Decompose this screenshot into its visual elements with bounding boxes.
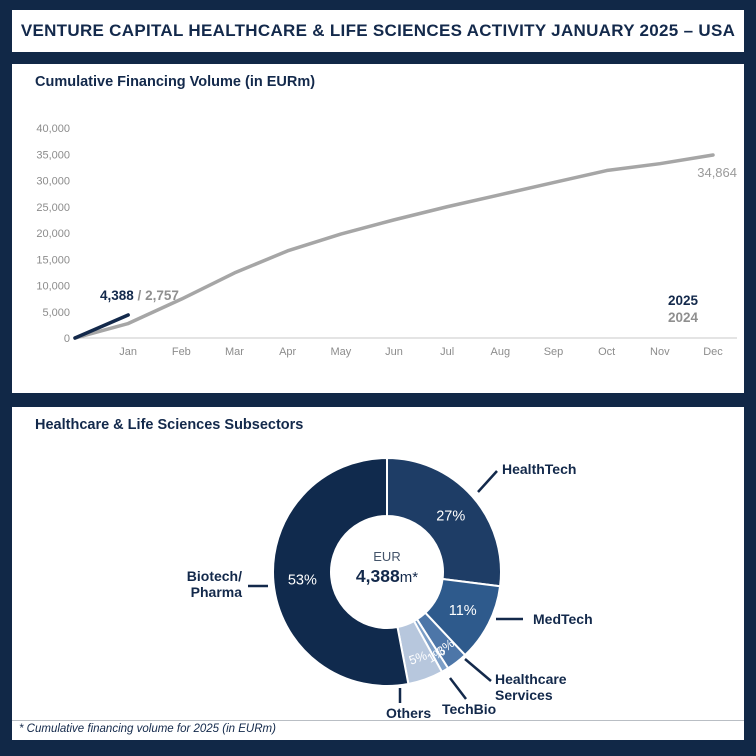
x-tick-label: Apr — [279, 346, 296, 358]
series-line-2024 — [73, 153, 715, 340]
leader-line-techbio — [449, 677, 467, 700]
x-tick-label: Feb — [172, 346, 191, 358]
title-bar: VENTURE CAPITAL HEALTHCARE & LIFE SCIENC… — [12, 10, 744, 52]
x-tick-label: Sep — [544, 346, 564, 358]
x-tick-label: Mar — [225, 346, 244, 358]
donut-percent-label: 11% — [449, 603, 477, 619]
donut-slice-healthtech — [386, 457, 502, 588]
series-line-2025 — [73, 313, 130, 340]
subsectors-donut-chart: 27%11%3%1%5%53% — [248, 457, 523, 703]
dec-2024-end-value: 34,864 — [697, 165, 737, 180]
donut-percent-label: 27% — [436, 508, 465, 524]
label-biotech-pharma: Biotech/ Pharma — [186, 568, 242, 600]
x-tick-label: Aug — [491, 346, 511, 358]
y-tick-label: 25,000 — [36, 202, 70, 214]
y-tick-label: 15,000 — [36, 254, 70, 266]
donut-center-label: EUR 4,388m* — [327, 549, 447, 587]
jan-values-annotation: 4,388 / 2,757 — [100, 288, 179, 303]
y-tick-label: 20,000 — [36, 228, 70, 240]
leader-line-healthtech — [477, 470, 498, 493]
financing-volume-panel: Cumulative Financing Volume (in EURm) 0 5… — [12, 64, 744, 393]
donut-percent-label: 5% — [407, 648, 429, 667]
financing-panel-title: Cumulative Financing Volume (in EURm) — [35, 74, 316, 90]
page-title: VENTURE CAPITAL HEALTHCARE & LIFE SCIENC… — [20, 21, 736, 40]
x-tick-label: Jul — [440, 346, 454, 358]
label-healthtech: HealthTech — [502, 461, 577, 477]
leader-line-healthcare-services — [464, 658, 492, 682]
x-tick-label: Jan — [119, 346, 137, 358]
legend-item-2025: 2025 — [667, 293, 698, 308]
donut-slice-biotech-pharma — [272, 457, 410, 687]
label-healthcare-services: Healthcare Services — [495, 671, 567, 703]
y-tick-label: 0 — [64, 333, 70, 345]
x-tick-label: Dec — [703, 346, 723, 358]
annotation-2025-value: 4,388 — [100, 288, 134, 303]
y-tick-label: 35,000 — [36, 149, 70, 161]
label-others: Others — [386, 705, 432, 721]
annotation-separator: / — [133, 288, 146, 303]
label-medtech: MedTech — [533, 611, 593, 627]
label-techbio: TechBio — [442, 701, 497, 717]
annotation-2024-value: 2,757 — [145, 288, 179, 303]
donut-percent-label: 53% — [288, 572, 317, 588]
footnote-divider — [12, 720, 744, 721]
subsectors-panel-title: Healthcare & Life Sciences Subsectors — [35, 417, 304, 433]
y-tick-label: 10,000 — [36, 281, 70, 293]
x-tick-label: Oct — [598, 346, 615, 358]
y-tick-label: 5,000 — [42, 307, 70, 319]
donut-center-value: 4,388m* — [355, 566, 419, 586]
x-tick-label: Nov — [650, 346, 670, 358]
y-tick-label: 30,000 — [36, 176, 70, 188]
subsectors-panel: Healthcare & Life Sciences Subsectors 27… — [12, 407, 744, 740]
legend-item-2024: 2024 — [667, 310, 698, 325]
donut-center-currency: EUR — [373, 549, 401, 564]
footnote: * Cumulative financing volume for 2025 (… — [19, 723, 276, 735]
y-tick-label: 40,000 — [36, 123, 70, 135]
x-tick-label: Jun — [385, 346, 403, 358]
cumulative-financing-line-chart: 0 5,000 10,000 15,000 20,000 25,000 30,000 35,0… — [36, 123, 737, 358]
x-tick-label: May — [330, 346, 351, 358]
line-chart-legend: 2025 2024 — [628, 292, 698, 326]
